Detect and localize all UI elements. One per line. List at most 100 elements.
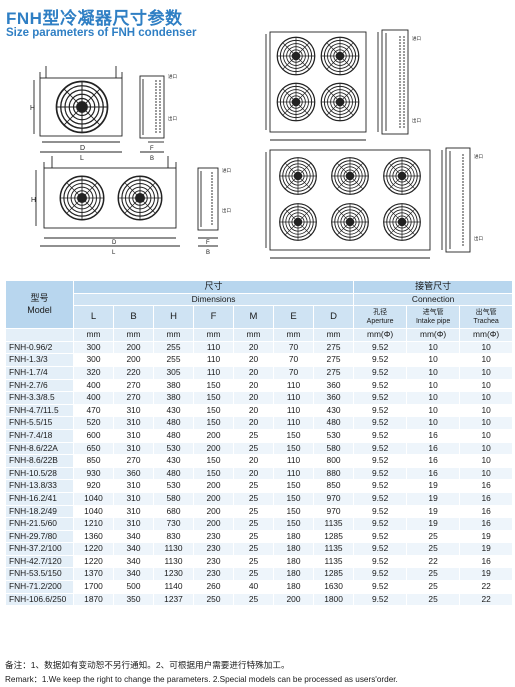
unit-mm: mm: [312, 328, 355, 342]
value-cell: 1135: [312, 542, 355, 556]
table-row: FNH-1.3/3 300 200 255 110 20 70 275 9.52 10 10: [5, 353, 514, 367]
value-cell: 22: [459, 592, 514, 607]
value-cell: 110: [273, 466, 314, 481]
value-cell: 150: [193, 403, 234, 418]
value-cell: 270: [113, 391, 154, 405]
value-cell: 10: [459, 353, 514, 367]
value-cell: 9.52: [353, 554, 408, 569]
value-cell: 850: [312, 479, 355, 493]
table-row: FNH-7.4/18 600 310 480 200 25 150 530 9.52 16 10: [5, 428, 514, 443]
value-cell: 310: [113, 504, 154, 519]
value-cell: 110: [273, 416, 314, 430]
value-cell: 9.52: [353, 365, 408, 380]
value-cell: 470: [73, 403, 114, 418]
value-cell: 360: [312, 378, 355, 393]
value-cell: 430: [153, 403, 194, 418]
value-cell: 10: [459, 403, 514, 418]
value-cell: 20: [233, 365, 274, 380]
value-cell: 22: [406, 554, 461, 569]
value-cell: 20: [233, 353, 274, 367]
value-cell: 20: [233, 403, 274, 418]
value-cell: 16: [406, 466, 461, 481]
header-col-f: F: [193, 305, 234, 330]
value-cell: 150: [273, 491, 314, 506]
model-cell: FNH-37.2/100: [5, 542, 74, 556]
value-cell: 19: [406, 517, 461, 531]
value-cell: 40: [233, 580, 274, 594]
value-cell: 1230: [153, 567, 194, 582]
value-cell: 480: [312, 416, 355, 430]
value-cell: 320: [73, 365, 114, 380]
value-cell: 260: [193, 580, 234, 594]
value-cell: 25: [233, 592, 274, 607]
unit-mm: mm: [233, 328, 274, 342]
label-inlet-2: 进口: [222, 167, 231, 174]
value-cell: 19: [406, 479, 461, 493]
value-cell: 25: [233, 479, 274, 493]
drawings-svg: H D L 进口 出口 F B H D L: [30, 29, 483, 259]
value-cell: 850: [73, 454, 114, 468]
model-cell: FNH-2.7/6: [5, 378, 74, 393]
value-cell: 25: [233, 542, 274, 556]
header-col-h: H: [153, 305, 194, 330]
value-cell: 19: [406, 491, 461, 506]
value-cell: 1800: [312, 592, 355, 607]
value-cell: 20: [233, 378, 274, 393]
value-cell: 970: [312, 491, 355, 506]
value-cell: 9.52: [353, 340, 408, 355]
header-pipe-cn: 接管尺寸: [353, 280, 514, 294]
value-cell: 9.52: [353, 403, 408, 418]
value-cell: 310: [113, 491, 154, 506]
value-cell: 16: [459, 491, 514, 506]
value-cell: 1040: [73, 491, 114, 506]
table-row: FNH-18.2/49 1040 310 680 200 25 150 970 9.52 19 16: [5, 504, 514, 519]
value-cell: 20: [233, 454, 274, 468]
header-col-d: D: [312, 305, 355, 330]
value-cell: 25: [233, 504, 274, 519]
value-cell: 16: [459, 517, 514, 531]
value-cell: 310: [113, 416, 154, 430]
value-cell: 9.52: [353, 454, 408, 468]
unit-mm: mm: [73, 328, 114, 342]
value-cell: 25: [406, 529, 461, 544]
value-cell: 20: [233, 416, 274, 430]
table-row: FNH-37.2/100 1220 340 1130 230 25 180 1135 9.52 2…: [5, 542, 514, 556]
value-cell: 10: [459, 441, 514, 456]
value-cell: 150: [273, 441, 314, 456]
value-cell: 10: [459, 340, 514, 355]
header-unit-model: [5, 328, 74, 342]
unit-phi: mm(Φ): [406, 328, 461, 342]
value-cell: 10: [406, 391, 461, 405]
label-inlet-4: 进口: [474, 153, 483, 160]
label-outlet-2: 出口: [222, 207, 231, 214]
svg-text:D: D: [80, 145, 85, 152]
value-cell: 340: [113, 529, 154, 544]
value-cell: 70: [273, 365, 314, 380]
value-cell: 300: [73, 353, 114, 367]
value-cell: 200: [193, 479, 234, 493]
value-cell: 16: [406, 428, 461, 443]
model-cell: FNH-8.6/22A: [5, 441, 74, 456]
drawing-quad-fan: [265, 31, 367, 141]
value-cell: 1130: [153, 554, 194, 569]
unit-mm: mm: [193, 328, 234, 342]
remark-cn: 备注：1、数据如有变动恕不另行通知。2、可根据用户需要进行特殊加工。: [5, 660, 290, 670]
value-cell: 305: [153, 365, 194, 380]
value-cell: 150: [273, 504, 314, 519]
value-cell: 220: [113, 365, 154, 380]
value-cell: 380: [153, 378, 194, 393]
value-cell: 16: [459, 554, 514, 569]
value-cell: 25: [406, 592, 461, 607]
value-cell: 180: [273, 567, 314, 582]
model-cell: FNH-8.6/22B: [5, 454, 74, 468]
value-cell: 180: [273, 542, 314, 556]
value-cell: 650: [73, 441, 114, 456]
value-cell: 230: [193, 529, 234, 544]
model-cell: FNH-1.3/3: [5, 353, 74, 367]
unit-mm: mm: [153, 328, 194, 342]
value-cell: 150: [273, 428, 314, 443]
drawing-double-side: [197, 167, 219, 247]
value-cell: 150: [193, 416, 234, 430]
value-cell: 10: [459, 391, 514, 405]
value-cell: 10: [406, 365, 461, 380]
